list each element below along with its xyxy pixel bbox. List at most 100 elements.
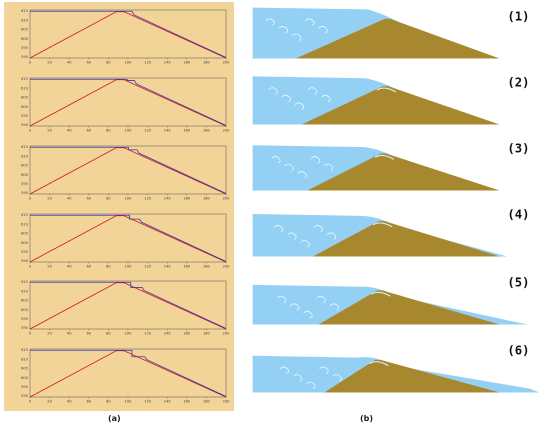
profile-plot-5: 0 20 40 60 80 100 120 140 160 180 200 615 610 605 600 5…	[21, 280, 230, 336]
y-tick-label: 595	[21, 182, 28, 186]
bed-profile-line	[29, 147, 227, 195]
y-tick-label: 615	[21, 280, 28, 284]
x-tick-label: 180	[203, 400, 211, 404]
x-tick-label: 100	[125, 61, 133, 65]
y-tick-label: 600	[21, 308, 29, 312]
y-tick-label: 610	[21, 289, 29, 293]
water-surface-line	[30, 281, 227, 329]
x-tick-label: 40	[67, 332, 72, 336]
x-tick-label: 100	[125, 265, 133, 269]
y-tick-label: 595	[21, 114, 28, 118]
x-tick-label: 0	[29, 265, 32, 269]
x-tick-label: 0	[29, 129, 32, 133]
x-tick-label: 160	[183, 197, 191, 201]
x-tick-label: 80	[106, 61, 111, 65]
y-tick-label: 595	[21, 46, 28, 50]
x-tick-label: 0	[29, 197, 32, 201]
y-tick-label: 610	[21, 86, 29, 90]
foam-streak	[316, 295, 326, 304]
y-tick-label: 605	[21, 232, 28, 236]
x-tick-label: 60	[87, 129, 92, 133]
x-tick-label: 200	[223, 400, 231, 404]
sand-dam	[307, 153, 500, 191]
water-surface-line	[30, 78, 227, 126]
profile-plot-4: 0 20 40 60 80 100 120 140 160 180 200 615 610 605 600 5…	[21, 213, 231, 269]
foam-streak	[294, 102, 305, 110]
panel-a-profile-plots: 0 20 40 60 80 100 120 140 160 180 200 615 610 605 600 5…	[4, 2, 234, 411]
y-tick-label: 605	[21, 28, 28, 32]
foam-streak	[291, 33, 302, 41]
x-tick-label: 200	[223, 197, 231, 201]
y-tick-label: 605	[21, 299, 28, 303]
foam-streak	[279, 366, 289, 374]
sand-dam	[318, 290, 500, 325]
x-tick-label: 20	[47, 400, 52, 404]
bed-profile-line	[29, 79, 227, 127]
x-tick-label: 160	[183, 332, 191, 336]
profile-plot-3: 0 20 40 60 80 100 120 140 160 180 200 615 610 605 600 5…	[21, 145, 231, 201]
x-tick-label: 160	[183, 61, 191, 65]
y-tick-label: 600	[21, 376, 29, 380]
y-tick-label: 600	[21, 173, 29, 177]
x-tick-label: 40	[67, 400, 72, 404]
foam-streak	[276, 295, 287, 304]
x-tick-label: 140	[164, 265, 172, 269]
x-tick-label: 120	[144, 332, 152, 336]
x-tick-label: 180	[203, 265, 211, 269]
x-tick-label: 80	[106, 265, 111, 269]
foam-streak	[319, 366, 329, 374]
y-tick-label: 605	[21, 367, 28, 371]
foam-streak	[274, 225, 284, 233]
y-tick-label: 595	[21, 250, 28, 254]
simulation-frame-5: (5)	[252, 276, 530, 325]
x-tick-label: 180	[203, 197, 211, 201]
x-tick-label: 80	[106, 129, 111, 133]
x-tick-label: 180	[203, 129, 211, 133]
plot-frame	[29, 145, 227, 195]
y-tick-label: 595	[21, 317, 28, 321]
y-tick-label: 595	[21, 385, 28, 389]
foam-streak	[278, 26, 289, 34]
frame-label: (2)	[507, 76, 529, 90]
x-tick-label: 100	[125, 400, 133, 404]
x-tick-label: 0	[29, 61, 32, 65]
foam-streak	[281, 94, 291, 103]
plot-frame	[29, 280, 227, 330]
foam-streak	[323, 163, 334, 171]
frame-label: (5)	[507, 276, 529, 290]
profile-plot-1: 0 20 40 60 80 100 120 140 160 180 200 615 610 605 600 5…	[21, 9, 230, 65]
foam-streak	[290, 303, 300, 311]
x-tick-label: 120	[144, 129, 152, 133]
simulation-frame-1: (1)	[252, 7, 530, 59]
foam-streak	[284, 163, 294, 171]
x-tick-label: 100	[125, 129, 133, 133]
bed-profile-line	[29, 282, 227, 330]
foam-streak	[265, 18, 275, 26]
x-tick-label: 20	[47, 197, 52, 201]
frame-label: (6)	[507, 344, 529, 358]
plot-frame	[29, 213, 227, 263]
plot-frame	[29, 77, 227, 127]
x-tick-label: 40	[67, 61, 72, 65]
panel-b-simulation-snapshots: (1) (2) (3) (4) (5) (6)	[238, 0, 550, 412]
x-tick-label: 20	[47, 61, 52, 65]
x-tick-label: 140	[164, 332, 172, 336]
simulation-frame-2: (2)	[252, 76, 530, 125]
foam-streak	[313, 225, 323, 233]
simulation-frame-6: (6)	[252, 344, 540, 393]
breach-flow	[376, 87, 397, 93]
x-tick-label: 140	[164, 400, 172, 404]
foam-streak	[297, 171, 307, 179]
x-tick-label: 120	[144, 400, 152, 404]
profile-plot-6: 0 20 40 60 80 100 120 140 160 180 200 615 610 605 600 5…	[21, 348, 231, 404]
foam-streak	[271, 156, 281, 164]
y-tick-label: 610	[21, 154, 29, 158]
simulation-frame-4: (4)	[252, 208, 530, 257]
x-tick-label: 80	[106, 197, 111, 201]
y-tick-label: 600	[21, 241, 29, 245]
y-tick-label: 590	[21, 55, 29, 59]
sand-dam	[312, 221, 500, 257]
x-tick-label: 200	[223, 265, 231, 269]
foam-streak	[287, 232, 297, 240]
sand-dam	[295, 18, 500, 59]
